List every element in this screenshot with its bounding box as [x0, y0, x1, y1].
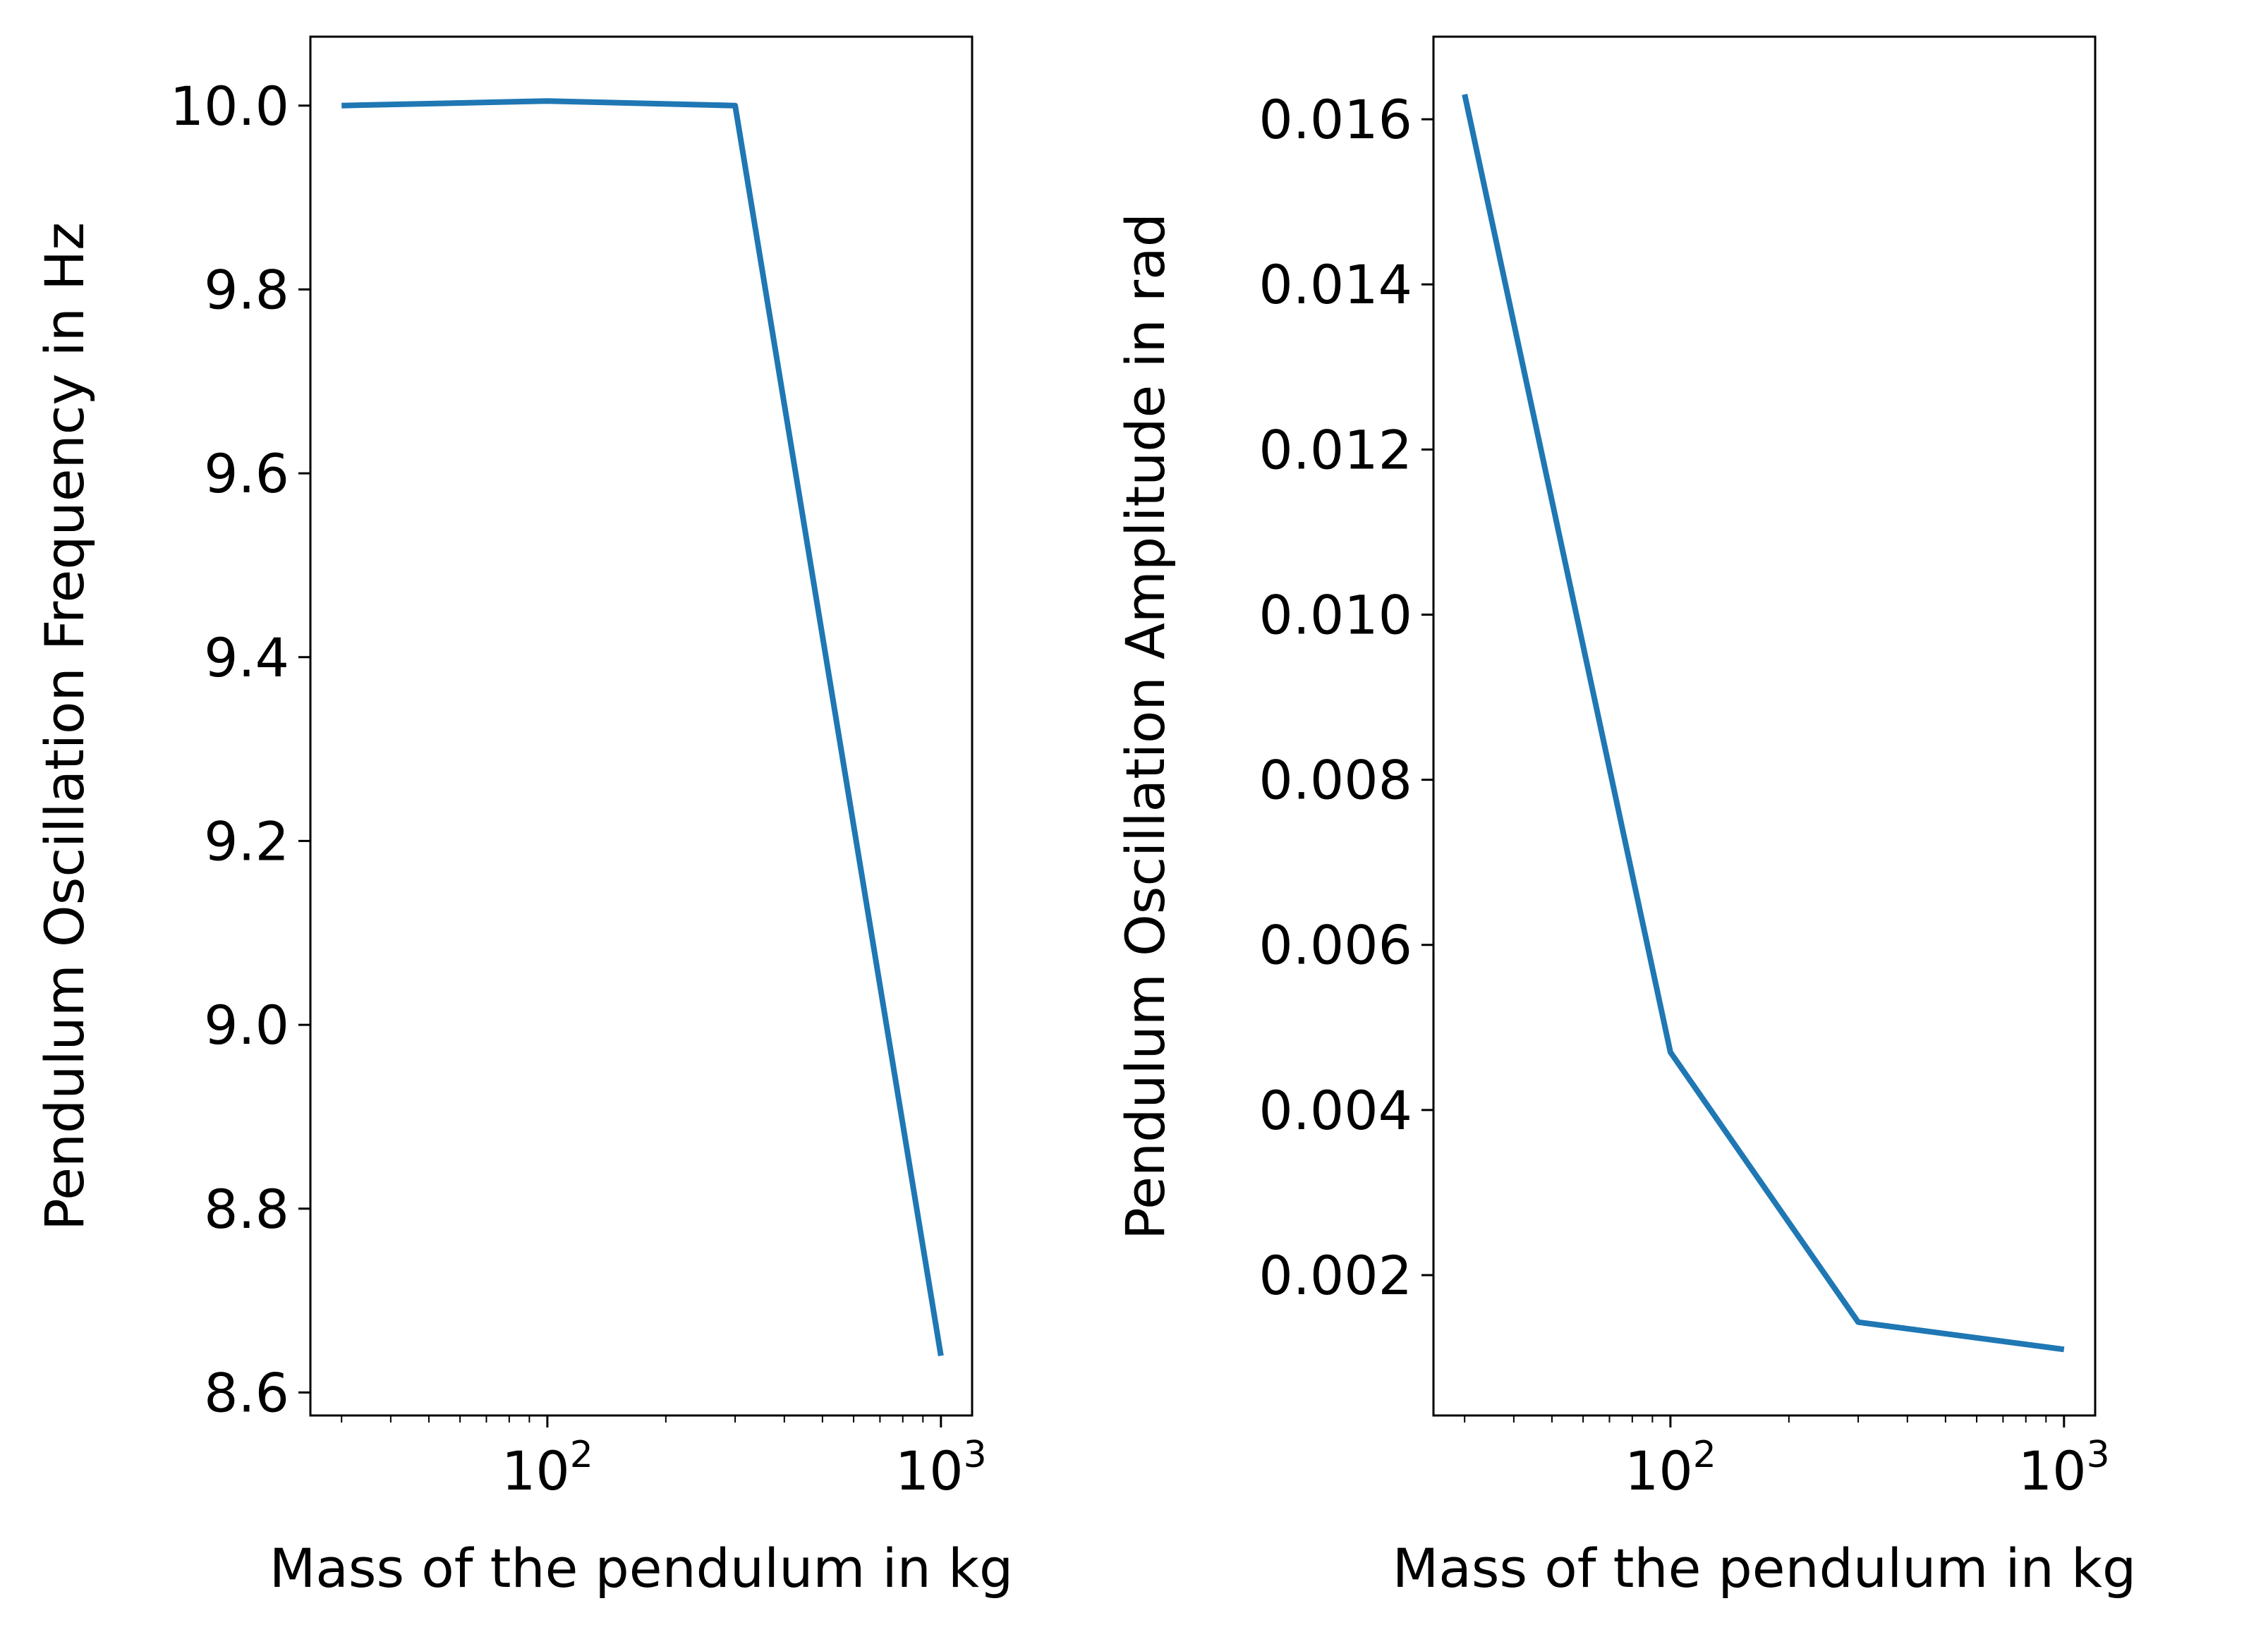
x-ticks-frequency: 102 103: [341, 1415, 987, 1502]
x-axis-label-frequency: Mass of the pendulum in kg: [269, 1537, 1014, 1600]
y-tick-label: 9.6: [204, 442, 289, 505]
plot-area-frequency: [309, 35, 974, 1417]
x-axis-label-amplitude: Mass of the pendulum in kg: [1393, 1537, 2137, 1600]
x-tick-label: 103: [895, 1434, 987, 1502]
y-tick-label: 9.0: [204, 994, 289, 1056]
y-ticks-amplitude: 0.002 0.004 0.006 0.008 0.010 0.012 0.014 0.016: [1259, 88, 1433, 1307]
y-tick-label: 9.8: [204, 258, 289, 321]
y-tick-label: 9.2: [204, 810, 289, 872]
y-tick-label: 0.008: [1259, 749, 1412, 812]
y-tick-label: 0.012: [1259, 418, 1412, 481]
y-tick-label: 8.8: [204, 1178, 289, 1241]
x-tick-label: 103: [2018, 1434, 2110, 1502]
x-tick-label: 102: [502, 1434, 593, 1502]
y-tick-label: 9.4: [204, 626, 289, 689]
subplot-amplitude: 102 103 0.0020.0040.0060.0080.0100.0120.0…: [1114, 35, 2137, 1600]
subplot-frequency: 102 103 8.6 8.8 9.0 9.2 9.4 9.6 9.8 10.0 Mass of…: [33, 35, 1014, 1600]
y-tick-label: 0.010: [1259, 583, 1412, 646]
frequency-line: [341, 98, 944, 1356]
amplitude-line: [1462, 94, 2065, 1353]
y-tick-label: 0.014: [1259, 253, 1412, 316]
y-tick-label: 0.016: [1259, 88, 1412, 151]
y-tick-label: 0.004: [1259, 1079, 1412, 1142]
y-tick-label: 8.6: [204, 1361, 289, 1424]
y-tick-label: 0.002: [1259, 1244, 1412, 1307]
y-tick-label: 10.0: [170, 75, 289, 138]
y-ticks-frequency: 8.6 8.8 9.0 9.2 9.4 9.6 9.8 10.0: [170, 75, 310, 1424]
y-tick-label: 0.006: [1259, 914, 1412, 977]
x-tick-label: 102: [1625, 1434, 1716, 1502]
plot-area-amplitude: [1432, 35, 2097, 1417]
y-axis-label-amplitude: Pendulum Oscillation Amplitude in rad: [1114, 213, 1177, 1240]
x-ticks-amplitude: 102 103: [1464, 1415, 2110, 1502]
y-axis-label-frequency: Pendulum Oscillation Frequency in Hz: [33, 222, 96, 1231]
